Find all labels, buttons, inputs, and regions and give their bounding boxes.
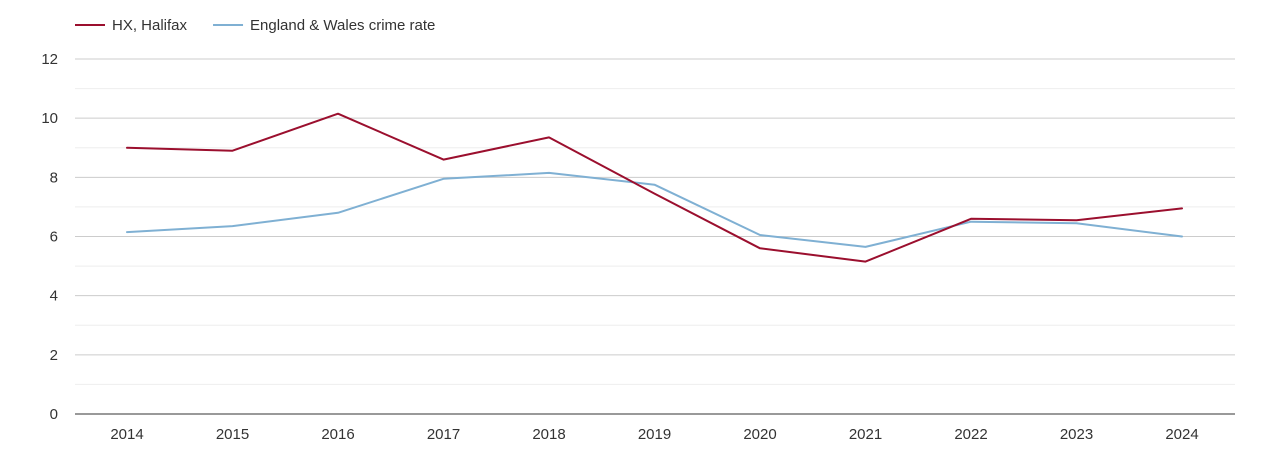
x-tick-label: 2024 bbox=[1165, 426, 1198, 443]
x-tick-label: 2021 bbox=[849, 426, 882, 443]
y-tick-label: 2 bbox=[50, 347, 58, 364]
legend-label: England & Wales crime rate bbox=[250, 17, 435, 34]
x-tick-label: 2017 bbox=[427, 426, 460, 443]
x-tick-label: 2016 bbox=[321, 426, 354, 443]
series-line-england-wales[interactable] bbox=[126, 171, 1183, 248]
y-tick-label: 12 bbox=[41, 51, 58, 68]
y-tick-label: 6 bbox=[50, 229, 58, 246]
series-line-halifax[interactable] bbox=[126, 112, 1183, 263]
legend-item-england-wales[interactable]: England & Wales crime rate bbox=[213, 17, 435, 34]
y-tick-label: 0 bbox=[50, 406, 58, 423]
x-tick-label: 2015 bbox=[216, 426, 249, 443]
y-tick-label: 10 bbox=[41, 110, 58, 127]
x-tick-label: 2018 bbox=[532, 426, 565, 443]
y-tick-label: 8 bbox=[50, 169, 58, 186]
legend[interactable]: HX, Halifax England & Wales crime rate bbox=[75, 17, 435, 34]
x-tick-label: 2020 bbox=[743, 426, 776, 443]
x-tick-label: 2019 bbox=[638, 426, 671, 443]
x-tick-label: 2014 bbox=[110, 426, 143, 443]
legend-label: HX, Halifax bbox=[112, 17, 188, 34]
series-lines bbox=[126, 112, 1183, 263]
axes: 0 2 4 6 8 10 12 2014 2015 2016 2017 2018 2019 2020 202… bbox=[41, 51, 1235, 443]
x-tick-label: 2022 bbox=[954, 426, 987, 443]
y-tick-label: 4 bbox=[50, 288, 58, 305]
grid-lines bbox=[75, 58, 1235, 385]
x-tick-label: 2023 bbox=[1060, 426, 1093, 443]
legend-item-halifax[interactable]: HX, Halifax bbox=[75, 17, 188, 34]
